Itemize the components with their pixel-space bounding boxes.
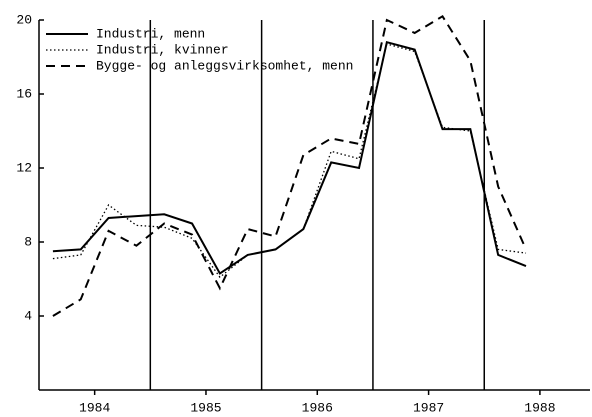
y-tick-label: 12 bbox=[16, 160, 32, 175]
legend-label: Bygge- og anleggsvirksomhet, menn bbox=[96, 58, 353, 73]
x-tick-label: 1986 bbox=[302, 400, 333, 415]
x-tick-label: 1984 bbox=[79, 400, 110, 415]
series-line bbox=[52, 40, 527, 275]
x-tick-label: 1985 bbox=[190, 400, 221, 415]
y-tick-label: 4 bbox=[24, 308, 32, 323]
x-tick-label: 1988 bbox=[524, 400, 555, 415]
legend-label: Industri, menn bbox=[96, 26, 205, 41]
y-tick-label: 20 bbox=[16, 12, 32, 27]
x-tick-label: 1987 bbox=[413, 400, 444, 415]
y-tick-label: 16 bbox=[16, 86, 32, 101]
series-line bbox=[52, 43, 527, 279]
legend-label: Industri, kvinner bbox=[96, 42, 229, 57]
y-tick-label: 8 bbox=[24, 234, 32, 249]
